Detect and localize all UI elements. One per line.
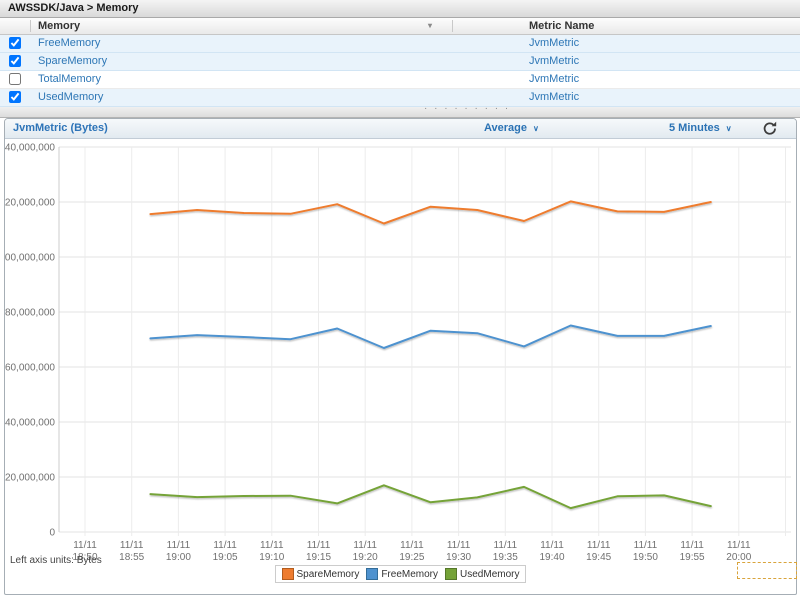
cloudwatch-metrics-view: AWSSDK/Java > Memory Memory ▾ Metric Nam… [0,0,800,118]
y-tick-label: 40,000,000 [5,418,55,429]
legend-swatch [445,568,457,580]
x-tick-time: 19:25 [399,552,424,563]
series-line-SpareMemory [150,201,710,223]
period-dropdown[interactable]: 5 Minutes ∨ [669,119,732,138]
table-row[interactable]: UsedMemory JvmMetric [0,89,800,107]
x-tick-date: 11/11 [167,540,191,551]
x-tick-time: 19:50 [633,552,658,563]
x-tick-date: 11/11 [587,540,611,551]
y-tick-label: 60,000,000 [5,363,55,374]
series-line-FreeMemory [150,326,710,349]
metric-table: Memory ▾ Metric Name FreeMemory JvmMetric… [0,18,800,118]
sort-caret-icon[interactable]: ▾ [428,18,432,34]
breadcrumb: AWSSDK/Java > Memory [0,0,800,18]
x-tick-time: 19:40 [539,552,564,563]
breadcrumb-text: AWSSDK/Java > Memory [8,2,139,14]
table-row[interactable]: TotalMemory JvmMetric [0,71,800,89]
x-tick-time: 19:55 [680,552,705,563]
table-row[interactable]: SpareMemory JvmMetric [0,53,800,71]
column-header-metric-name: Metric Name [529,18,594,34]
refresh-icon[interactable] [761,121,779,136]
x-tick-time: 19:10 [259,552,284,563]
x-tick-time: 19:35 [493,552,518,563]
x-tick-date: 11/11 [353,540,377,551]
row-checkbox-FreeMemory[interactable] [9,37,21,49]
x-tick-date: 11/11 [73,540,97,551]
metric-name-link[interactable]: JvmMetric [529,35,579,52]
chart-plot-area: 140,000,000 120,000,000 100,000,000 80,000,… [5,139,796,595]
metric-name-link[interactable]: JvmMetric [529,53,579,70]
chevron-down-icon: ∨ [533,124,539,133]
x-tick-date: 11/11 [494,540,518,551]
chevron-down-icon: ∨ [726,124,732,133]
metric-rows: FreeMemoryJvmMetricSpareMemoryJvmMetricT… [0,35,800,107]
x-tick-time: 19:00 [166,552,191,563]
x-tick-date: 11/11 [400,540,424,551]
chart-title: JvmMetric (Bytes) [13,119,108,138]
legend-item-UsedMemory: UsedMemory [445,568,519,580]
row-checkbox-SpareMemory[interactable] [9,55,21,67]
x-tick-time: 19:15 [306,552,331,563]
x-tick-date: 11/11 [540,540,564,551]
row-checkbox-TotalMemory[interactable] [9,73,21,85]
table-row[interactable]: FreeMemory JvmMetric [0,35,800,53]
x-tick-date: 11/11 [260,540,284,551]
statistic-dropdown[interactable]: Average ∨ [484,119,539,138]
metric-name-link[interactable]: JvmMetric [529,89,579,106]
x-tick-date: 11/11 [680,540,704,551]
metric-link-SpareMemory[interactable]: SpareMemory [38,53,107,70]
y-tick-label: 100,000,000 [5,253,55,264]
x-tick-date: 11/11 [727,540,751,551]
drag-handle-dots-icon[interactable]: · · · · · · · · · · · · · · · [424,103,514,114]
legend-label: FreeMemory [381,569,438,580]
x-tick-time: 18:55 [119,552,144,563]
x-tick-date: 11/11 [213,540,237,551]
x-tick-date: 11/11 [634,540,658,551]
x-tick-date: 11/11 [120,540,144,551]
metric-link-TotalMemory[interactable]: TotalMemory [38,71,101,88]
left-axis-units: Left axis units: Bytes [10,555,102,566]
x-tick-time: 19:20 [353,552,378,563]
y-tick-label: 20,000,000 [5,473,55,484]
chart-header: JvmMetric (Bytes) Average ∨ 5 Minutes ∨ [5,119,796,139]
table-header-row: Memory ▾ Metric Name [0,18,800,35]
metric-name-link[interactable]: JvmMetric [529,71,579,88]
column-divider [452,20,453,32]
table-resize-bar[interactable]: · · · · · · · · · · · · · · · [0,107,800,118]
x-tick-time: 19:45 [586,552,611,563]
legend-label: UsedMemory [460,569,519,580]
x-tick-time: 19:30 [446,552,471,563]
resize-handle[interactable] [737,562,797,579]
legend-label: SpareMemory [297,569,360,580]
y-tick-label: 140,000,000 [5,143,55,154]
legend-item-FreeMemory: FreeMemory [366,568,438,580]
x-tick-date: 11/11 [307,540,331,551]
legend-swatch [282,568,294,580]
metric-link-FreeMemory[interactable]: FreeMemory [38,35,100,52]
legend-item-SpareMemory: SpareMemory [282,568,360,580]
x-tick-time: 19:05 [213,552,238,563]
y-tick-label: 80,000,000 [5,308,55,319]
statistic-dropdown-label: Average [484,122,527,134]
metric-line-chart: 140,000,000 120,000,000 100,000,000 80,000,… [5,139,796,569]
period-dropdown-label: 5 Minutes [669,122,720,134]
column-divider [30,20,31,32]
column-header-memory[interactable]: Memory [38,18,80,34]
series-line-UsedMemory [150,485,710,508]
row-checkbox-UsedMemory[interactable] [9,91,21,103]
metric-link-UsedMemory[interactable]: UsedMemory [38,89,103,106]
y-tick-label: 0 [49,528,55,539]
legend-swatch [366,568,378,580]
chart-panel: JvmMetric (Bytes) Average ∨ 5 Minutes ∨ 14… [4,118,797,595]
x-tick-date: 11/11 [447,540,471,551]
y-tick-label: 120,000,000 [5,198,55,209]
